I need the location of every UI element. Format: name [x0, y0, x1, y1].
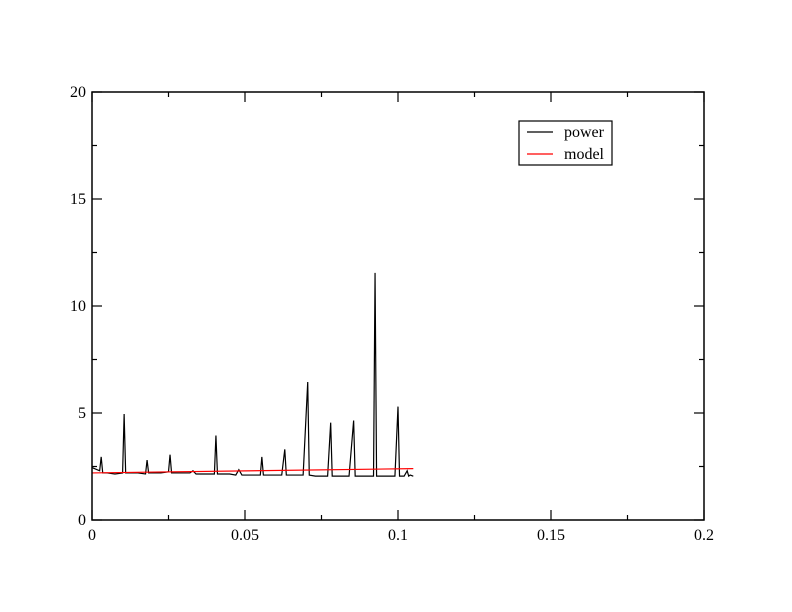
series-line-power [91, 272, 414, 478]
y-tick-label: 20 [70, 84, 86, 101]
y-tick-label: 10 [70, 298, 86, 315]
y-tick-label: 15 [70, 191, 86, 208]
x-tick-label: 0.15 [537, 527, 565, 544]
legend: power model [518, 120, 613, 166]
legend-box [518, 120, 613, 166]
y-tick-label: 5 [78, 405, 86, 422]
legend-label-power: power [564, 124, 605, 141]
x-tick-label: 0 [88, 527, 96, 544]
axes-layer: 0 0.05 0.1 0.15 0.2 0 5 10 15 20 [70, 84, 714, 544]
x-tick-label: 0.05 [231, 527, 259, 544]
x-tick-label: 0.2 [694, 527, 714, 544]
y-tick-label: 0 [78, 512, 86, 529]
series-layer [91, 272, 414, 478]
series-line-model [91, 468, 414, 474]
x-tick-label: 0.1 [388, 527, 408, 544]
legend-label-model: model [564, 146, 605, 163]
